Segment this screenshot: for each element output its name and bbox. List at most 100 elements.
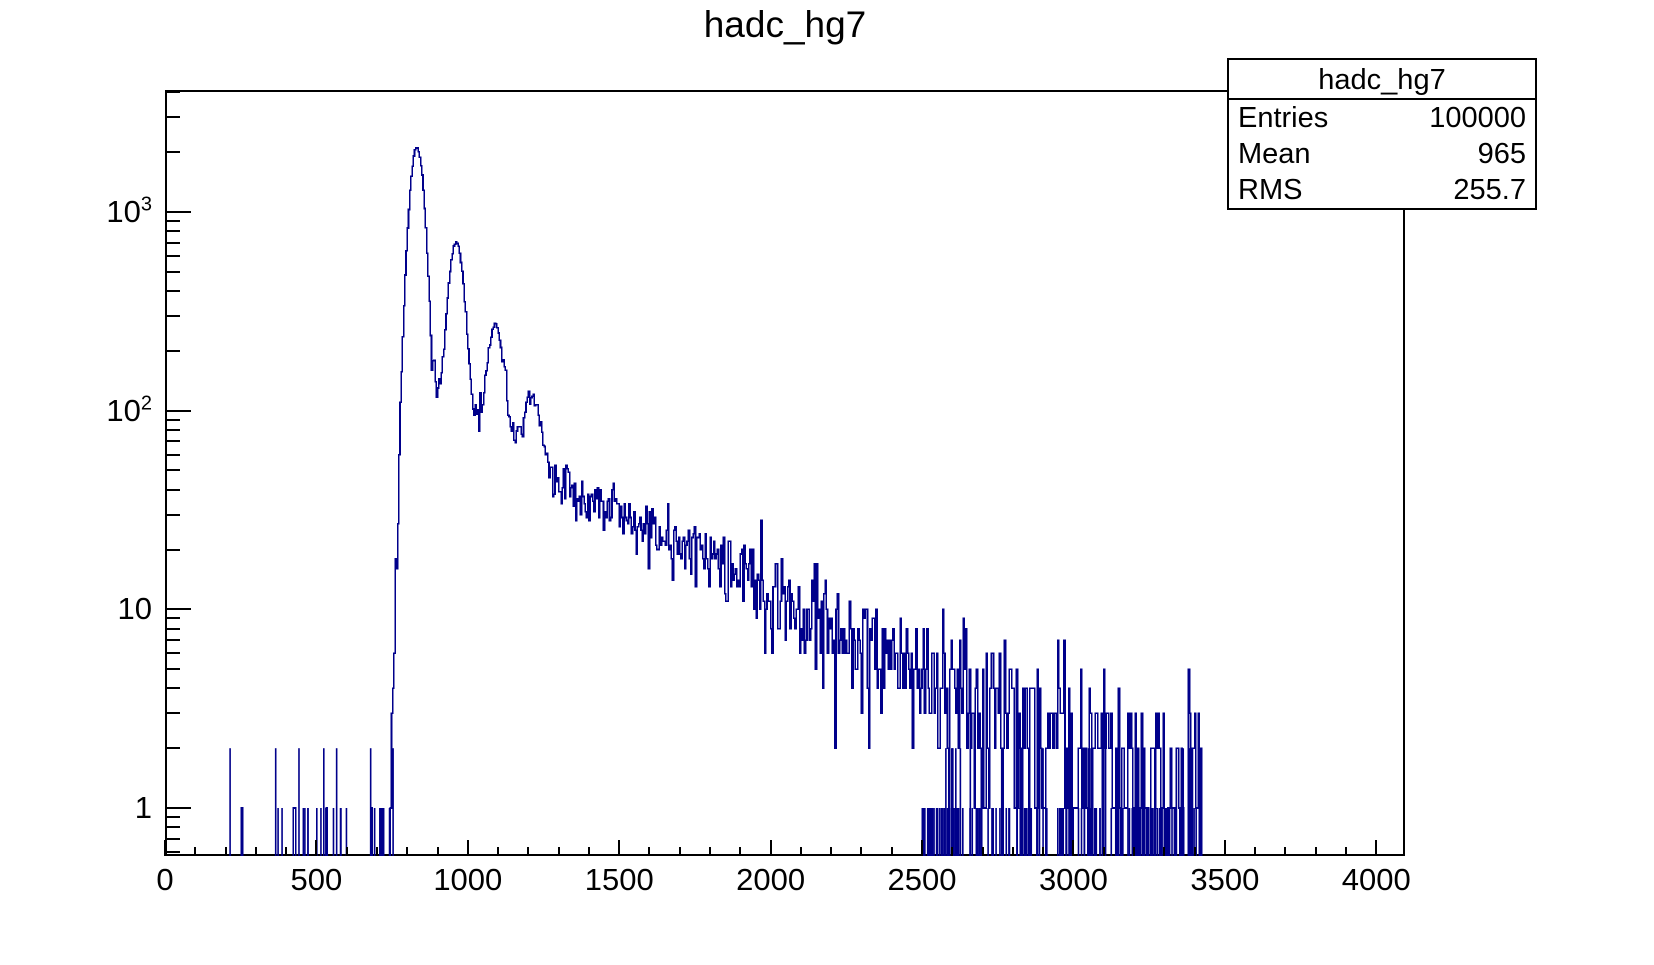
x-tick-minor: [890, 847, 893, 856]
x-tick-major: [315, 840, 318, 856]
x-tick-major: [1223, 840, 1226, 856]
x-tick-minor: [1193, 847, 1196, 856]
x-tick-minor: [194, 847, 197, 856]
x-tick-minor: [1163, 847, 1166, 856]
x-tick-minor: [527, 847, 530, 856]
plot-area: [167, 92, 1403, 856]
stats-row: Mean 965: [1229, 136, 1535, 172]
y-tick-minor: [165, 314, 180, 317]
x-tick-minor: [1254, 847, 1257, 856]
stats-row-value: 255.7: [1453, 173, 1526, 206]
x-axis-tick-label: 2000: [736, 862, 806, 897]
y-tick-minor: [165, 837, 180, 840]
x-tick-minor: [860, 847, 863, 856]
y-tick-major: [165, 211, 191, 213]
stats-row-value: 100000: [1429, 101, 1526, 134]
x-tick-major: [769, 840, 772, 856]
y-tick-minor: [165, 151, 180, 154]
x-tick-major: [618, 840, 621, 856]
x-tick-minor: [830, 847, 833, 856]
histogram-segment: [1134, 712, 1138, 856]
y-tick-minor: [165, 747, 180, 750]
histogram-segment: [1092, 712, 1104, 856]
x-axis-tick-label: 0: [156, 862, 174, 897]
y-tick-minor: [165, 617, 180, 620]
histogram-segment: [292, 807, 297, 856]
x-tick-minor: [224, 847, 227, 856]
x-tick-minor: [375, 847, 378, 856]
x-tick-minor: [981, 847, 984, 856]
histogram-segment: [949, 617, 1003, 856]
x-axis-tick-label: 1500: [584, 862, 654, 897]
y-tick-minor: [165, 851, 180, 854]
x-axis-tick-label: 3000: [1038, 862, 1108, 897]
histogram-segment: [1121, 712, 1135, 856]
x-axis-tick-label: 4000: [1341, 862, 1411, 897]
x-tick-minor: [709, 847, 712, 856]
x-tick-minor: [799, 847, 802, 856]
y-tick-minor: [165, 91, 180, 94]
x-tick-minor: [587, 847, 590, 856]
stats-row-key: Entries: [1238, 101, 1329, 134]
x-tick-minor: [1314, 847, 1317, 856]
page-title: hadc_hg7: [703, 4, 867, 45]
x-tick-major: [921, 840, 924, 856]
x-axis-tick-label: 1000: [433, 862, 503, 897]
histogram-curve: [229, 146, 1203, 856]
y-tick-minor: [165, 488, 180, 491]
x-tick-minor: [345, 847, 348, 856]
y-tick-minor: [165, 816, 180, 819]
y-tick-minor: [165, 241, 180, 244]
stats-row: Entries 100000: [1229, 100, 1535, 136]
y-tick-minor: [165, 687, 180, 690]
y-tick-minor: [165, 230, 180, 233]
histogram-segment: [240, 807, 244, 856]
y-tick-minor: [165, 290, 180, 293]
plot-frame: [165, 90, 1405, 856]
x-tick-minor: [1284, 847, 1287, 856]
stats-box-rows: Entries 100000 Mean 965 RMS 255.7: [1229, 100, 1535, 208]
y-tick-minor: [165, 712, 180, 715]
x-tick-minor: [497, 847, 500, 856]
y-tick-minor: [165, 453, 180, 456]
y-tick-major: [165, 807, 191, 809]
stats-box-title: hadc_hg7: [1229, 60, 1535, 100]
histogram-segment: [1150, 712, 1162, 856]
histogram-segment: [1088, 687, 1093, 856]
x-tick-major: [1375, 840, 1378, 856]
x-tick-minor: [648, 847, 651, 856]
histogram-segment: [1029, 639, 1071, 856]
x-tick-major: [1072, 840, 1075, 856]
x-tick-minor: [739, 847, 742, 856]
y-tick-major: [165, 608, 191, 611]
histogram-segment: [1021, 687, 1030, 856]
x-tick-minor: [1042, 847, 1045, 856]
y-tick-minor: [165, 652, 180, 655]
y-tick-minor: [165, 270, 180, 273]
x-tick-minor: [678, 847, 681, 856]
x-axis-tick-label: 3500: [1190, 862, 1260, 897]
y-tick-minor: [165, 220, 180, 223]
stats-box[interactable]: hadc_hg7 Entries 100000 Mean 965 RMS 255.7: [1227, 58, 1537, 210]
stats-row-key: RMS: [1238, 173, 1303, 206]
y-tick-minor: [165, 418, 180, 421]
y-tick-minor: [165, 469, 180, 472]
y-tick-minor: [165, 826, 180, 829]
y-axis-tick-label: 103: [106, 193, 152, 229]
stats-row-value: 965: [1477, 137, 1526, 170]
x-tick-major: [466, 840, 469, 856]
histogram-segment: [1139, 712, 1144, 856]
stats-row-key: Mean: [1238, 137, 1311, 170]
histogram-segment: [1199, 747, 1203, 856]
x-tick-minor: [1132, 847, 1135, 856]
y-tick-minor: [165, 668, 180, 671]
x-tick-minor: [1344, 847, 1347, 856]
y-tick-minor: [165, 513, 180, 516]
y-tick-minor: [165, 627, 180, 630]
x-tick-minor: [406, 847, 409, 856]
stats-row: RMS 255.7: [1229, 172, 1535, 208]
y-tick-major: [165, 409, 191, 412]
y-tick-minor: [165, 428, 180, 431]
x-tick-minor: [285, 847, 288, 856]
